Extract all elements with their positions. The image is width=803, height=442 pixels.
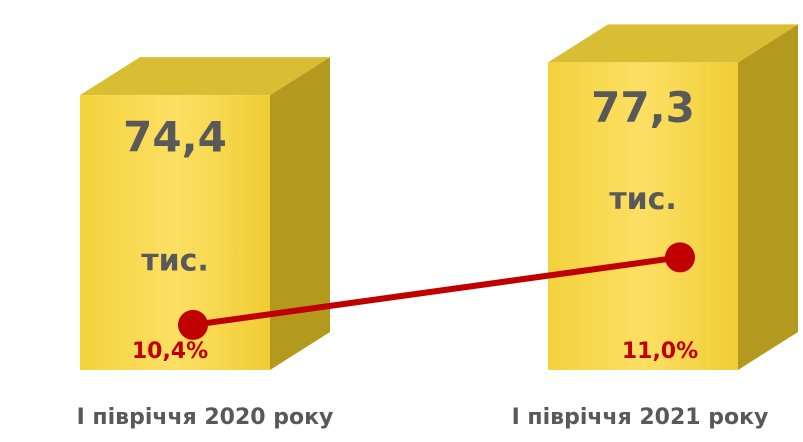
bar [80,95,270,371]
bar-side [738,24,798,370]
unit-label: тис. [141,244,209,279]
bar-top [80,57,330,96]
x-tick-label: І півріччя 2021 року [512,405,769,430]
unit-label: тис. [609,182,677,217]
line-point [178,309,208,340]
value-label: 77,3 [591,83,695,132]
line [192,254,681,328]
line-value-label: 10,4% [132,339,208,364]
x-tick-label: І півріччя 2020 року [77,405,334,430]
value-label: 74,4 [123,113,227,162]
line-value-label: 11,0% [622,339,698,364]
bar-top [548,24,798,63]
bar-side [270,57,330,371]
line-point [665,242,695,273]
bar [548,62,738,371]
